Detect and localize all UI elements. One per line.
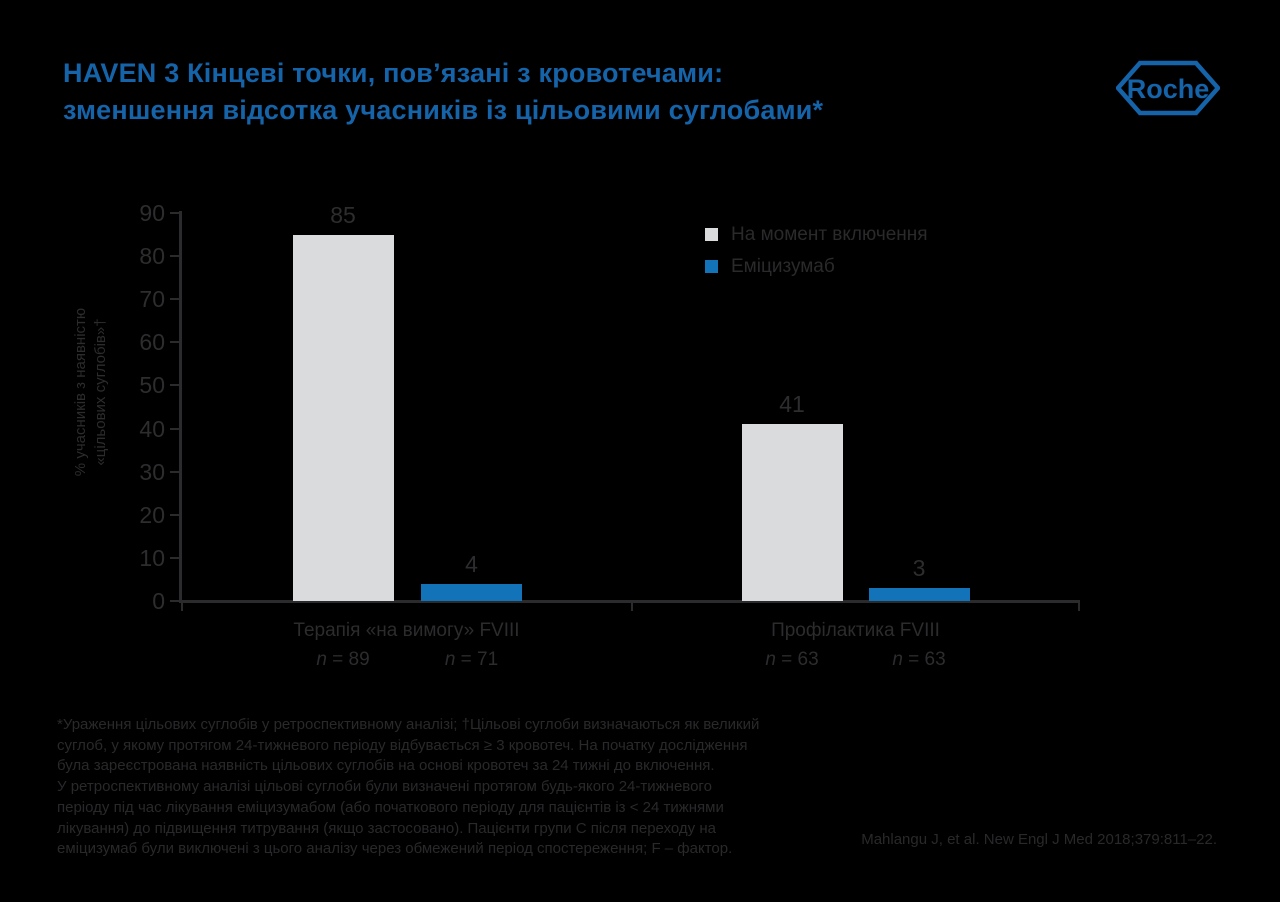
y-axis-tick: [170, 556, 179, 559]
y-axis-tick: [170, 384, 179, 387]
y-axis-tick-label: 60: [139, 329, 165, 356]
y-axis-tick-label: 20: [139, 501, 165, 528]
bar-value-label: 4: [465, 550, 478, 577]
footnote-line-4: У ретроспективному аналізі цільові сугло…: [57, 778, 712, 796]
roche-logo-text: Roche: [1127, 74, 1210, 104]
y-axis-tick: [170, 255, 179, 258]
legend-label: На момент включення: [731, 224, 928, 245]
category-label: Терапія «на вимогу» FVIII: [293, 620, 520, 641]
y-axis-tick: [170, 212, 179, 214]
y-axis-tick-label: 50: [139, 372, 165, 399]
n-count-label: n = 89: [316, 649, 370, 670]
y-axis-tick-label: 10: [139, 544, 165, 571]
footnote-line-5: періоду під час лікування еміцизумабом (…: [57, 798, 724, 816]
legend-item: Еміцизумаб: [705, 257, 928, 276]
roche-hexagon-icon: Roche: [1115, 60, 1221, 116]
y-axis-tick-label: 0: [152, 588, 165, 614]
y-axis-tick-label: 40: [139, 415, 165, 442]
bar: [868, 588, 970, 601]
bar-value-label: 3: [912, 555, 926, 582]
legend-item: На момент включення: [705, 225, 928, 244]
legend-swatch-icon: [705, 260, 718, 273]
legend-label: Еміцизумаб: [731, 256, 835, 277]
y-axis-title-line-2: «цільових суглобів»†: [92, 318, 109, 466]
y-axis-tick-label: 70: [139, 286, 165, 313]
bar: [741, 424, 843, 601]
n-count-label: n = 63: [892, 649, 946, 670]
legend-swatch-icon: [705, 228, 718, 241]
footnote-line-6: лікування) до підвищення титрування (якщ…: [57, 819, 716, 837]
y-axis-tick: [170, 470, 179, 473]
footnote-line-2: суглоб, у якому протягом 24-тижневого пе…: [57, 736, 748, 754]
y-axis-tick: [170, 427, 179, 430]
y-axis-tick: [170, 513, 179, 516]
y-axis-tick: [170, 341, 179, 344]
y-axis-line: [179, 211, 182, 602]
y-axis-title: % учасників з наявністю «цільових суглоб…: [71, 277, 113, 507]
bar: [421, 583, 522, 601]
roche-logo: Roche: [1115, 60, 1221, 116]
x-axis-line: [179, 600, 1080, 603]
slide-title-line-1: HAVEN 3 Кінцеві точки, пов’язані з крово…: [63, 58, 724, 88]
n-count-label: n = 63: [765, 649, 819, 670]
category-label: Профілактика FVIII: [771, 620, 940, 641]
y-axis-tick-label: 90: [139, 200, 165, 226]
y-axis-tick-label: 30: [139, 458, 165, 485]
bar: [292, 234, 394, 601]
x-axis-tick: [181, 603, 183, 611]
bar-value-label: 85: [330, 201, 356, 228]
chart-legend: На момент включення Еміцизумаб: [705, 225, 928, 289]
footnote-line-7: еміцизумаб були виключені з цього аналіз…: [57, 840, 733, 858]
bar-value-label: 41: [779, 391, 805, 418]
footnote-line-1: *Ураження цільових суглобів у ретроспект…: [57, 716, 760, 733]
y-axis-tick: [170, 600, 179, 602]
citation: Mahlangu J, et al. New Engl J Med 2018;3…: [861, 831, 1217, 848]
y-axis-tick-label: 80: [139, 243, 165, 270]
y-axis-title-line-1: % учасників з наявністю: [72, 307, 89, 477]
x-axis-tick: [630, 603, 633, 611]
slide-title-line-2: зменшення відсотка учасників із цільовим…: [63, 95, 824, 125]
x-axis-tick: [1078, 603, 1080, 611]
footnote: *Ураження цільових суглобів у ретроспект…: [57, 715, 807, 860]
footnote-line-3: була зареєстрована наявність цільових су…: [57, 757, 715, 775]
n-count-label: n = 71: [444, 649, 499, 670]
y-axis-tick: [170, 298, 179, 301]
slide-title: HAVEN 3 Кінцеві точки, пов’язані з крово…: [63, 55, 823, 129]
